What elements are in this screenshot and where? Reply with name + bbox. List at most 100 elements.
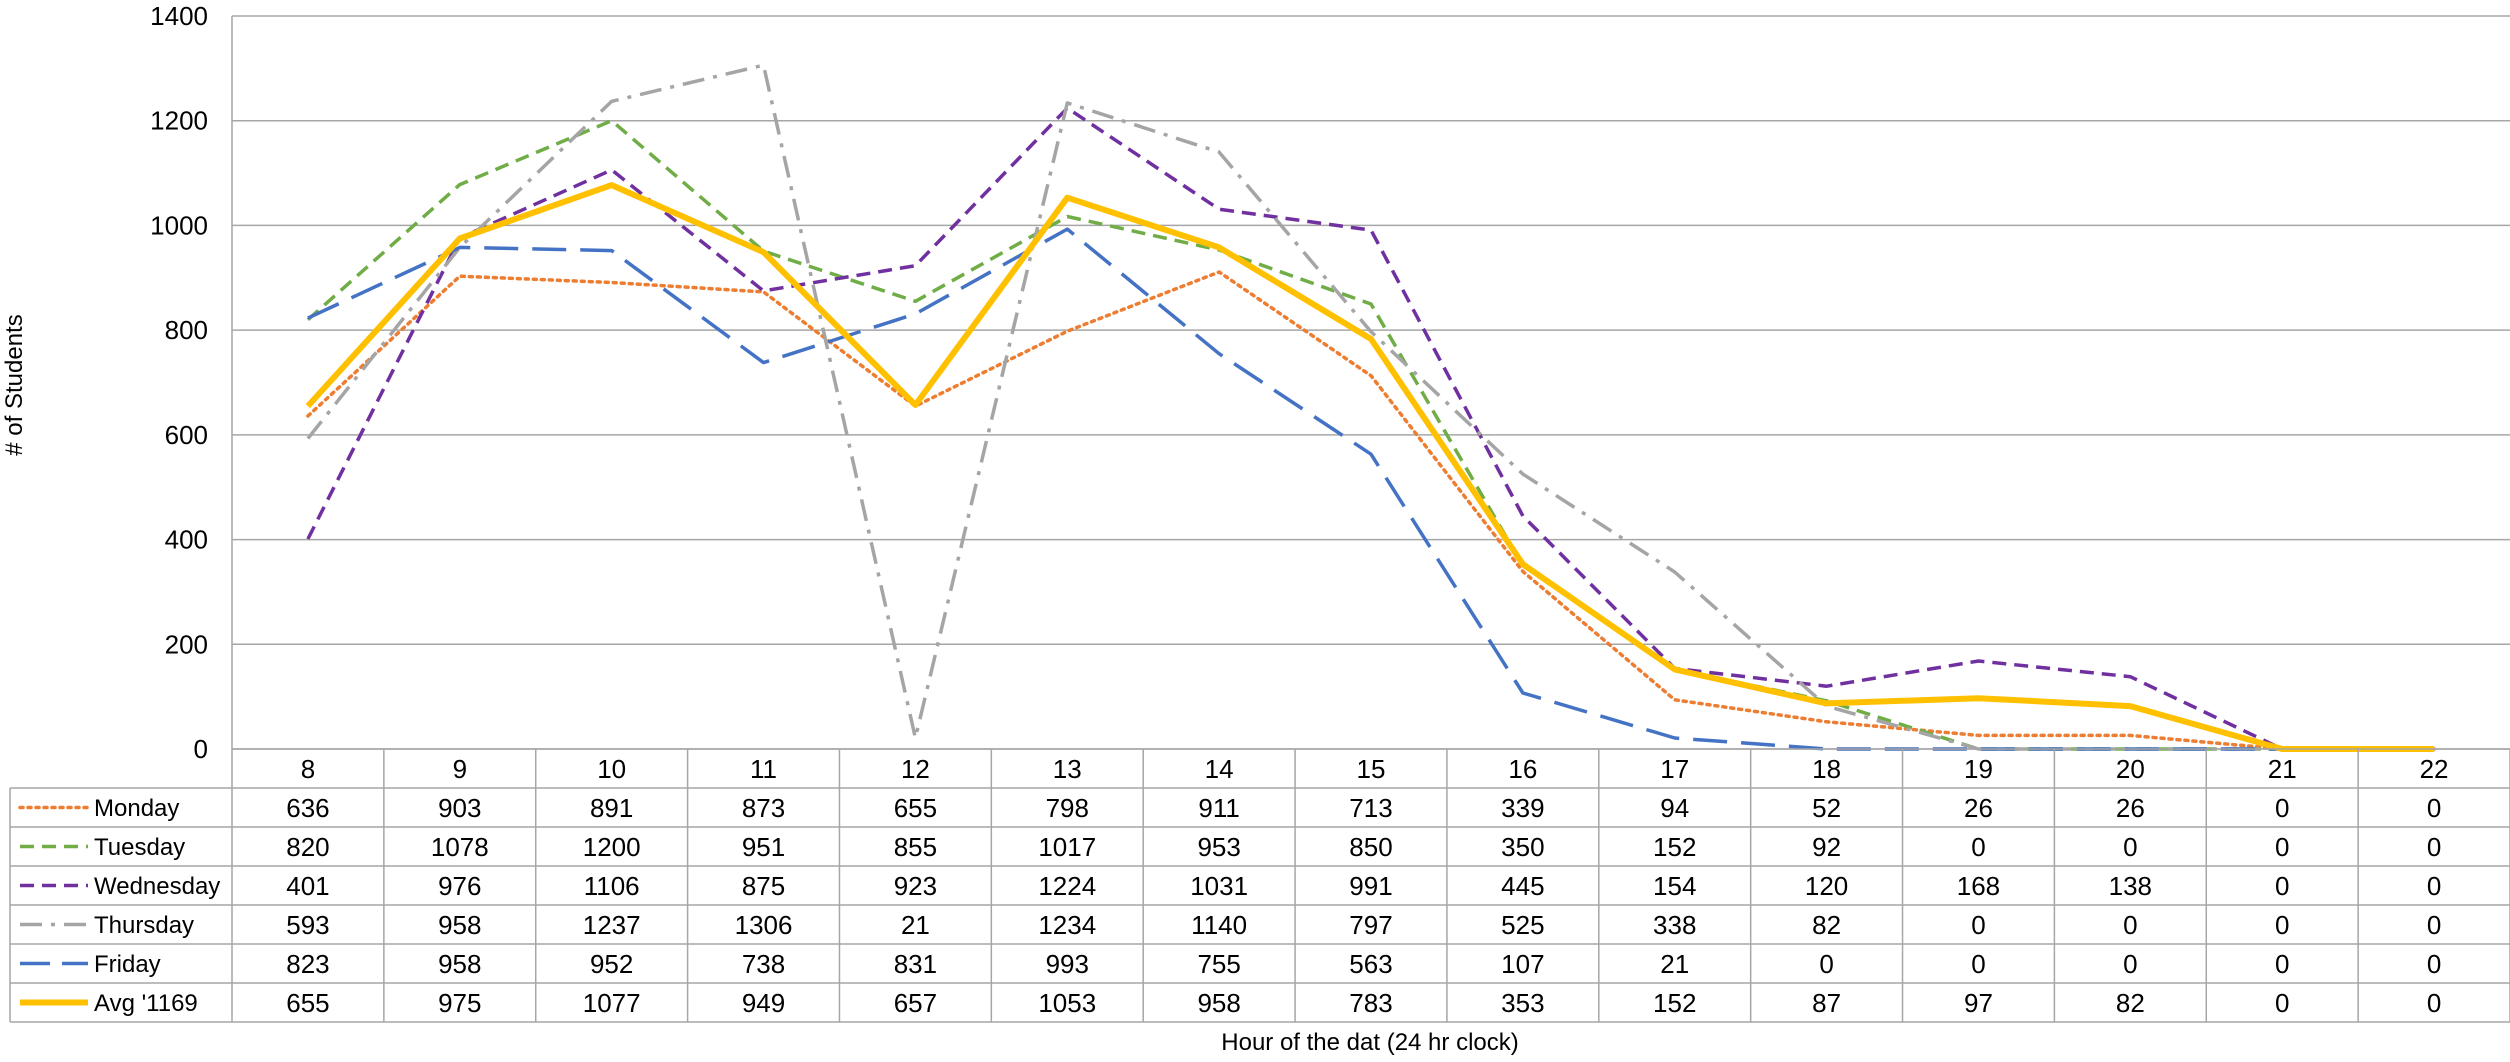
- x-tick-label: 13: [1053, 754, 1082, 784]
- y-axis: 0 200 400 600 800 1000 1200 1400: [150, 1, 208, 764]
- table-cell: 0: [1971, 910, 1985, 940]
- y-tick-label: 800: [165, 315, 208, 345]
- table-cell: 0: [2275, 871, 2289, 901]
- x-tick-label: 14: [1205, 754, 1234, 784]
- table-cell: 923: [894, 871, 937, 901]
- table-cell: 0: [2123, 949, 2137, 979]
- table-cell: 94: [1660, 793, 1689, 823]
- table-cell: 1017: [1038, 832, 1096, 862]
- table-cell: 0: [1819, 949, 1833, 979]
- x-tick-label: 17: [1660, 754, 1689, 784]
- table-cell: 911: [1198, 793, 1239, 823]
- table-cell: 1106: [584, 871, 640, 901]
- y-tick-label: 400: [165, 525, 208, 555]
- gridlines: [231, 15, 2510, 750]
- table-cell: 873: [742, 793, 785, 823]
- y-tick-label: 200: [165, 629, 208, 659]
- x-tick-label: 22: [2420, 754, 2449, 784]
- table-cell: 21: [1660, 949, 1689, 979]
- table-cell: 339: [1501, 793, 1544, 823]
- table-cell: 338: [1653, 910, 1696, 940]
- table-cell: 26: [1964, 793, 1993, 823]
- table-cell: 52: [1812, 793, 1841, 823]
- x-tick-label: 20: [2116, 754, 2145, 784]
- table-cell: 958: [438, 910, 481, 940]
- table-cell: 993: [1046, 949, 1089, 979]
- table-cell: 21: [901, 910, 930, 940]
- table-cell: 0: [1971, 832, 1985, 862]
- y-tick-label: 1200: [150, 106, 208, 136]
- table-cell: 636: [286, 793, 329, 823]
- table-cell: 525: [1501, 910, 1544, 940]
- table-cell: 107: [1501, 949, 1544, 979]
- series-line: [306, 106, 2435, 751]
- table-cell: 0: [2123, 832, 2137, 862]
- table-cell: 0: [2123, 910, 2137, 940]
- table-cell: 0: [2427, 910, 2441, 940]
- x-tick-label: 8: [301, 754, 315, 784]
- table-cell: 0: [1971, 949, 1985, 979]
- table-cell: 903: [438, 793, 481, 823]
- legend-label: Avg '1169: [94, 990, 198, 1017]
- table-cell: 1234: [1038, 910, 1096, 940]
- series-line: [306, 270, 2436, 751]
- table-cell: 958: [1197, 988, 1240, 1018]
- table-cell: 1237: [583, 910, 641, 940]
- table-cell: 951: [742, 832, 785, 862]
- table-cell: 713: [1349, 793, 1392, 823]
- table-cell: 350: [1501, 832, 1544, 862]
- table-cell: 855: [894, 832, 937, 862]
- table-cell: 1031: [1190, 871, 1248, 901]
- table-cell: 0: [2427, 949, 2441, 979]
- table-cell: 138: [2109, 871, 2152, 901]
- table-cell: 755: [1197, 949, 1240, 979]
- table-cell: 1224: [1038, 871, 1096, 901]
- table-cell: 1077: [583, 988, 641, 1018]
- table-cell: 958: [438, 949, 481, 979]
- table-cell: 82: [1812, 910, 1841, 940]
- x-tick-label: 19: [1964, 754, 1993, 784]
- table-cell: 875: [742, 871, 785, 901]
- table-cell: 0: [2427, 793, 2441, 823]
- table-cell: 445: [1501, 871, 1544, 901]
- table-cell: 1053: [1038, 988, 1096, 1018]
- table-cell: 563: [1349, 949, 1392, 979]
- table-cell: 0: [2275, 988, 2289, 1018]
- table-cell: 120: [1805, 871, 1848, 901]
- table-cell: 820: [286, 832, 329, 862]
- series-line: [306, 63, 2435, 751]
- y-tick-label: 1400: [150, 1, 208, 31]
- table-cell: 0: [2427, 871, 2441, 901]
- x-tick-label: 15: [1357, 754, 1386, 784]
- table-cell: 655: [894, 793, 937, 823]
- y-tick-label: 600: [165, 420, 208, 450]
- table-cell: 797: [1349, 910, 1392, 940]
- table-cell: 657: [894, 988, 937, 1018]
- table-cell: 401: [286, 871, 329, 901]
- table-cell: 850: [1349, 832, 1392, 862]
- legend-label: Monday: [94, 795, 179, 822]
- x-tick-label: 9: [453, 754, 467, 784]
- table-cell: 92: [1812, 832, 1841, 862]
- x-tick-label: 18: [1812, 754, 1841, 784]
- table-cell: 0: [2275, 949, 2289, 979]
- series-lines: [305, 63, 2436, 752]
- table-cell: 152: [1653, 988, 1696, 1018]
- x-tick-label: 12: [901, 754, 930, 784]
- table-cell: 823: [286, 949, 329, 979]
- table-cell: 953: [1197, 832, 1240, 862]
- table-cell: 87: [1812, 988, 1841, 1018]
- table-cell: 949: [742, 988, 785, 1018]
- table-cell: 26: [2116, 793, 2145, 823]
- table-cell: 831: [894, 949, 937, 979]
- table-cell: 1200: [583, 832, 641, 862]
- table-cell: 0: [2275, 910, 2289, 940]
- table-cell: 891: [590, 793, 633, 823]
- table-cell: 82: [2116, 988, 2145, 1018]
- table-cell: 991: [1349, 871, 1392, 901]
- table-cell: 798: [1046, 793, 1089, 823]
- table-cell: 168: [1957, 871, 2000, 901]
